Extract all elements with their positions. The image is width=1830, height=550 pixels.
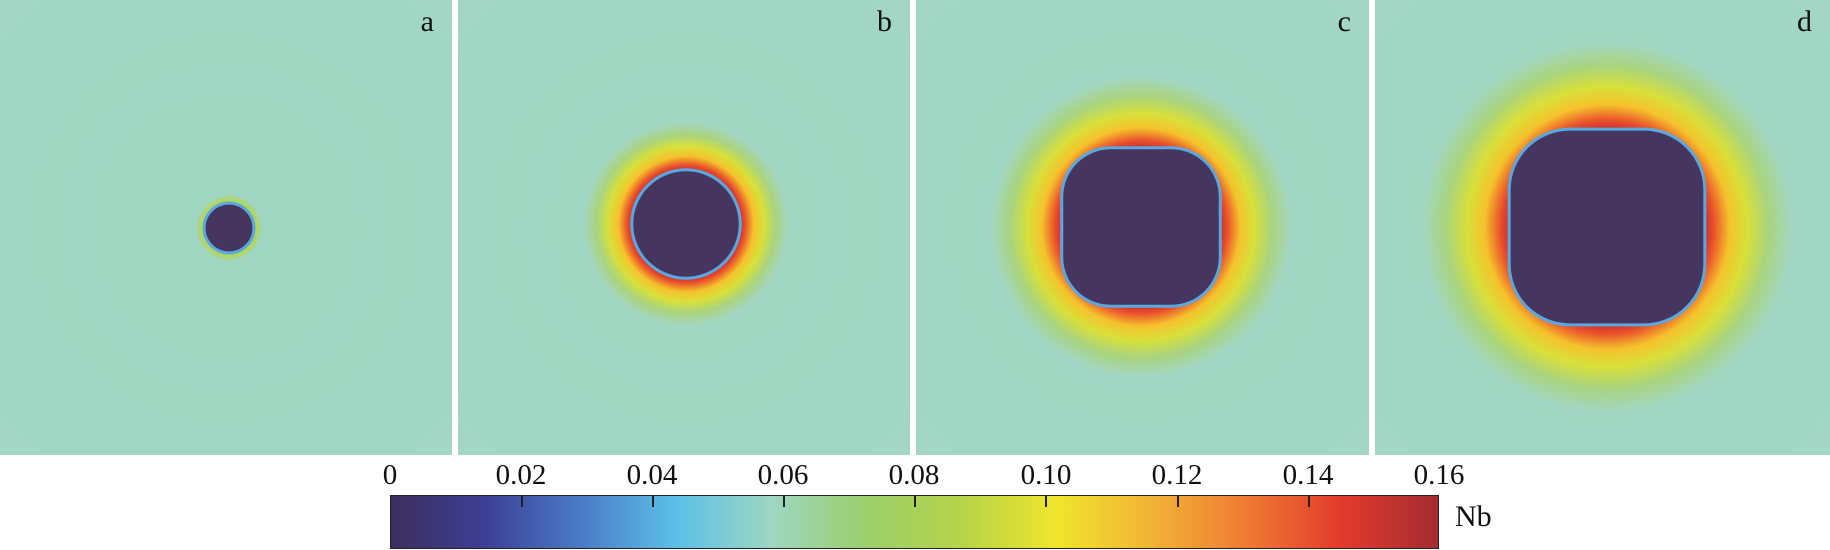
colorbar-legend: 0 0.02 0.04 0.06 0.08 0.10 0.12 0.14 0.1… xyxy=(0,455,1830,550)
colorbar-tick-label: 0.04 xyxy=(626,459,678,491)
colorbar-unit-label: Nb xyxy=(1455,500,1492,533)
particle-graphic xyxy=(195,194,263,262)
colorbar-gradient xyxy=(390,495,1439,549)
colorbar-tick-mark xyxy=(1308,496,1310,507)
colorbar-tick-label: 0.10 xyxy=(1020,459,1072,491)
panel-c: c xyxy=(916,0,1369,455)
panel-d: d xyxy=(1375,0,1830,455)
particle-core xyxy=(1507,127,1707,327)
colorbar-tick-label: 0.12 xyxy=(1151,459,1203,491)
particle-core xyxy=(1060,146,1222,308)
colorbar-tick-mark xyxy=(914,496,916,507)
colorbar-tick-label: 0.08 xyxy=(888,459,940,491)
particle-graphic xyxy=(1421,41,1793,413)
colorbar-tick-mark xyxy=(783,496,785,507)
colorbar-tick-label: 0.14 xyxy=(1282,459,1334,491)
colorbar-tick-mark xyxy=(1045,496,1047,507)
colorbar-tick-mark xyxy=(521,496,523,507)
panel-label: a xyxy=(420,5,434,38)
colorbar-tick-label: 0.06 xyxy=(757,459,809,491)
particle-core xyxy=(202,201,256,255)
panel-label: b xyxy=(877,5,892,38)
particle-core xyxy=(630,168,742,280)
colorbar-tick-label: 0 xyxy=(382,459,398,491)
particle-graphic xyxy=(990,76,1292,378)
colorbar-tick-label: 0.02 xyxy=(495,459,547,491)
colorbar-tick-mark xyxy=(652,496,654,507)
particle-graphic xyxy=(582,120,790,328)
colorbar-tick-label: 0.16 xyxy=(1413,459,1465,491)
panel-row: a b c d xyxy=(0,0,1830,455)
panel-a: a xyxy=(0,0,452,455)
panel-label: d xyxy=(1797,5,1812,38)
panel-label: c xyxy=(1337,5,1351,38)
panel-b: b xyxy=(458,0,910,455)
colorbar-tick-mark xyxy=(1177,496,1179,507)
